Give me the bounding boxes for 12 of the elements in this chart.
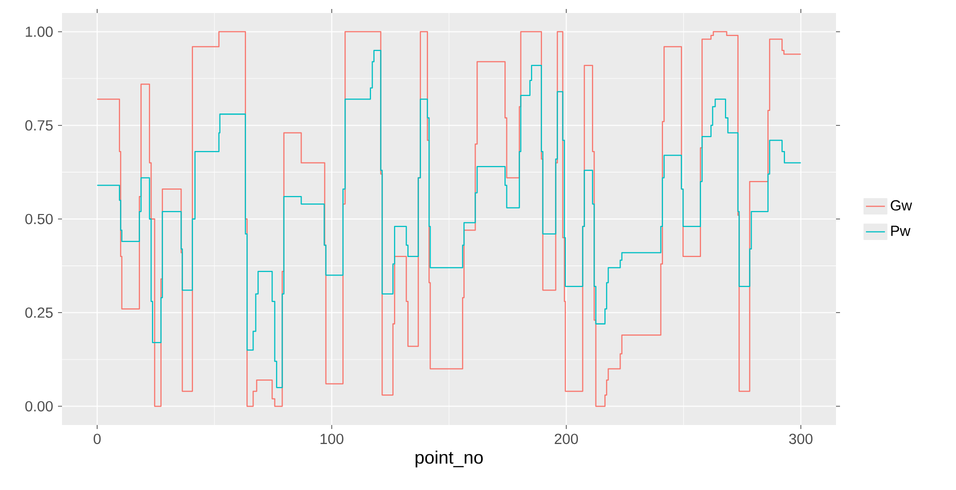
x-axis-title: point_no bbox=[416, 450, 483, 468]
y-tick-label: 1.00 bbox=[26, 26, 53, 37]
x-tick-label: 100 bbox=[320, 434, 344, 444]
y-tick-label: 0.25 bbox=[25, 307, 53, 318]
x-tick-label: 0 bbox=[94, 434, 101, 444]
y-tick-label: 0.50 bbox=[25, 214, 53, 224]
legend-label: Pw bbox=[891, 226, 910, 236]
y-tick-label: 0.75 bbox=[25, 120, 53, 131]
y-tick-label: 0.00 bbox=[25, 401, 53, 412]
x-tick-label: 200 bbox=[554, 434, 578, 444]
legend-label: Gw bbox=[890, 200, 912, 211]
x-tick-label: 300 bbox=[789, 434, 812, 444]
